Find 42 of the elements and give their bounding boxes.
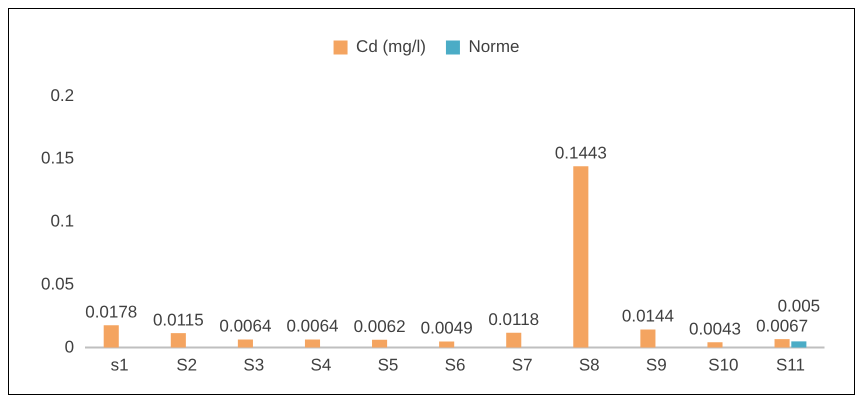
data-label: 0.0064 xyxy=(286,316,338,336)
x-tick-label: S6 xyxy=(444,355,466,374)
y-tick-label: 0 xyxy=(64,337,74,356)
data-label: 0.0043 xyxy=(688,319,741,338)
x-tick-label: S4 xyxy=(310,355,332,374)
x-tick-label: S2 xyxy=(176,355,198,374)
data-label: 0.0049 xyxy=(420,318,473,338)
y-tick-label: 0.15 xyxy=(40,148,74,168)
bar xyxy=(573,166,588,348)
bar xyxy=(238,340,253,348)
bar xyxy=(104,325,119,348)
bar xyxy=(707,342,723,348)
data-label: 0.0067 xyxy=(756,316,808,336)
data-label: 0.1443 xyxy=(554,143,607,162)
x-tick-label: S3 xyxy=(243,355,264,374)
x-tick-label: S5 xyxy=(378,355,398,374)
data-label: 0.005 xyxy=(778,296,820,316)
y-tick-label: 0.2 xyxy=(50,86,74,105)
x-tick-label: S7 xyxy=(512,355,533,374)
y-tick-label: 0.1 xyxy=(50,212,74,231)
y-tick-label: 0.05 xyxy=(40,274,74,294)
bar xyxy=(170,333,186,348)
bar xyxy=(791,341,806,348)
bar xyxy=(372,340,388,348)
data-label: 0.0144 xyxy=(622,306,674,326)
x-tick-label: S11 xyxy=(776,355,805,374)
x-tick-label: S10 xyxy=(708,355,738,374)
x-tick-label: S9 xyxy=(646,355,667,374)
x-tick-label: s1 xyxy=(110,355,129,374)
data-label: 0.0118 xyxy=(488,310,540,329)
bar xyxy=(304,340,320,348)
bar xyxy=(506,332,522,348)
data-label: 0.0178 xyxy=(85,302,138,322)
bar xyxy=(774,339,790,348)
legend-label: Cd (mg/l) xyxy=(356,37,426,56)
legend-label: Norme xyxy=(468,37,520,56)
bar xyxy=(439,341,454,348)
x-tick-label: S8 xyxy=(578,355,600,374)
bar xyxy=(640,329,656,348)
data-label: 0.0064 xyxy=(219,316,272,336)
data-label: 0.0115 xyxy=(152,310,204,330)
data-label: 0.0062 xyxy=(354,316,406,336)
